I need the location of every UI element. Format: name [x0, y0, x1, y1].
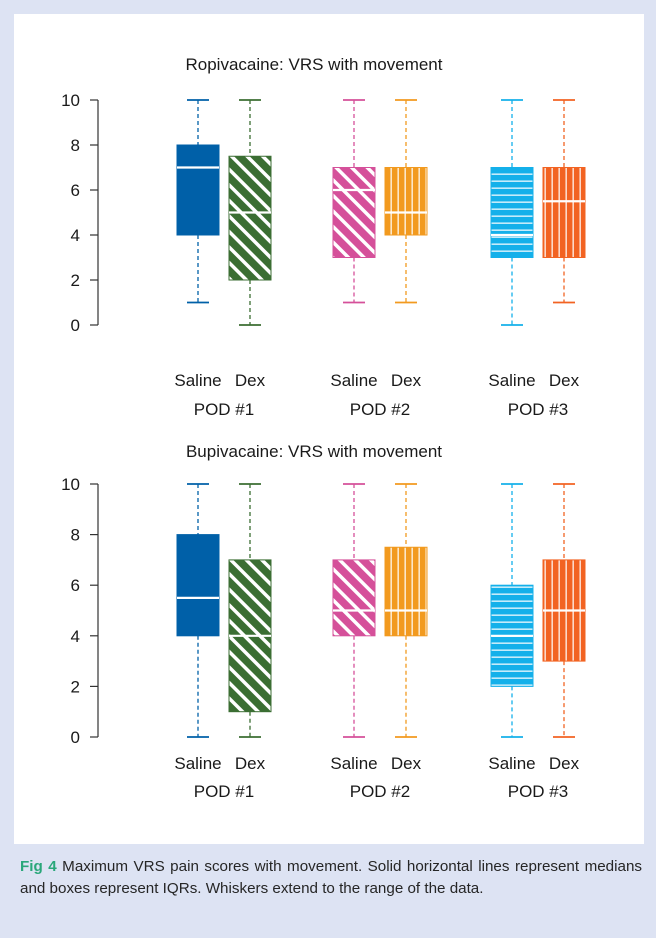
iqr-box	[332, 167, 376, 258]
y-tick-label: 6	[71, 576, 80, 595]
figure-label: Fig 4	[20, 858, 57, 875]
box-saline-1: Saline	[174, 99, 222, 390]
y-tick-label: 0	[71, 316, 80, 335]
box-dex-2: Dex	[384, 99, 428, 390]
y-tick-label: 0	[71, 728, 80, 747]
box-dex-2: Dex	[384, 483, 428, 773]
category-label: Saline	[330, 371, 377, 390]
y-tick-label: 6	[71, 181, 80, 200]
iqr-box	[542, 167, 586, 258]
iqr-box	[228, 155, 272, 281]
group-label: POD #1	[194, 400, 254, 419]
group-label: POD #3	[508, 400, 568, 419]
box-saline-2: Saline	[330, 99, 378, 390]
iqr-box	[332, 559, 376, 637]
iqr-box	[384, 546, 428, 637]
caption-text: Maximum VRS pain scores with movement. S…	[20, 858, 642, 897]
box-dex-3: Dex	[542, 99, 586, 390]
iqr-box	[384, 167, 428, 236]
box-dex-1: Dex	[228, 483, 272, 773]
y-tick-label: 8	[71, 136, 80, 155]
group-label: POD #2	[350, 782, 410, 801]
box-saline-3: Saline	[488, 483, 536, 773]
category-label: Saline	[488, 371, 535, 390]
category-label: Dex	[391, 754, 422, 773]
boxplot-figure: Ropivacaine: VRS with movement 0 2 4 6 8 10 Sal…	[61, 55, 586, 801]
category-label: Dex	[235, 371, 266, 390]
box-dex-1: Dex	[228, 99, 272, 390]
chart-title: Ropivacaine: VRS with movement	[185, 55, 442, 74]
category-label: Saline	[330, 754, 377, 773]
category-label: Saline	[488, 754, 535, 773]
category-label: Dex	[235, 754, 266, 773]
y-tick-label: 10	[61, 475, 80, 494]
y-tick-label: 4	[71, 226, 80, 245]
iqr-box	[176, 534, 220, 637]
group-label: POD #1	[194, 782, 254, 801]
category-label: Dex	[391, 371, 422, 390]
group-label: POD #3	[508, 782, 568, 801]
y-tick-label: 8	[71, 526, 80, 545]
chart-title: Bupivacaine: VRS with movement	[186, 442, 442, 461]
category-label: Dex	[549, 754, 580, 773]
y-tick-label: 2	[71, 677, 80, 696]
box-saline-1: Saline	[174, 483, 222, 773]
box-saline-2: Saline	[330, 483, 378, 773]
category-label: Saline	[174, 754, 221, 773]
box-saline-3: Saline	[488, 99, 536, 390]
category-label: Dex	[549, 371, 580, 390]
figure-caption: Fig 4 Maximum VRS pain scores with movem…	[20, 856, 642, 900]
box-dex-3: Dex	[542, 483, 586, 773]
iqr-box	[490, 167, 534, 258]
figure-panel: Ropivacaine: VRS with movement 0 2 4 6 8 10 Sal…	[14, 14, 644, 844]
category-label: Saline	[174, 371, 221, 390]
group-label: POD #2	[350, 400, 410, 419]
y-tick-label: 10	[61, 91, 80, 110]
y-tick-label: 2	[71, 271, 80, 290]
iqr-box	[176, 144, 220, 236]
y-tick-label: 4	[71, 627, 80, 646]
